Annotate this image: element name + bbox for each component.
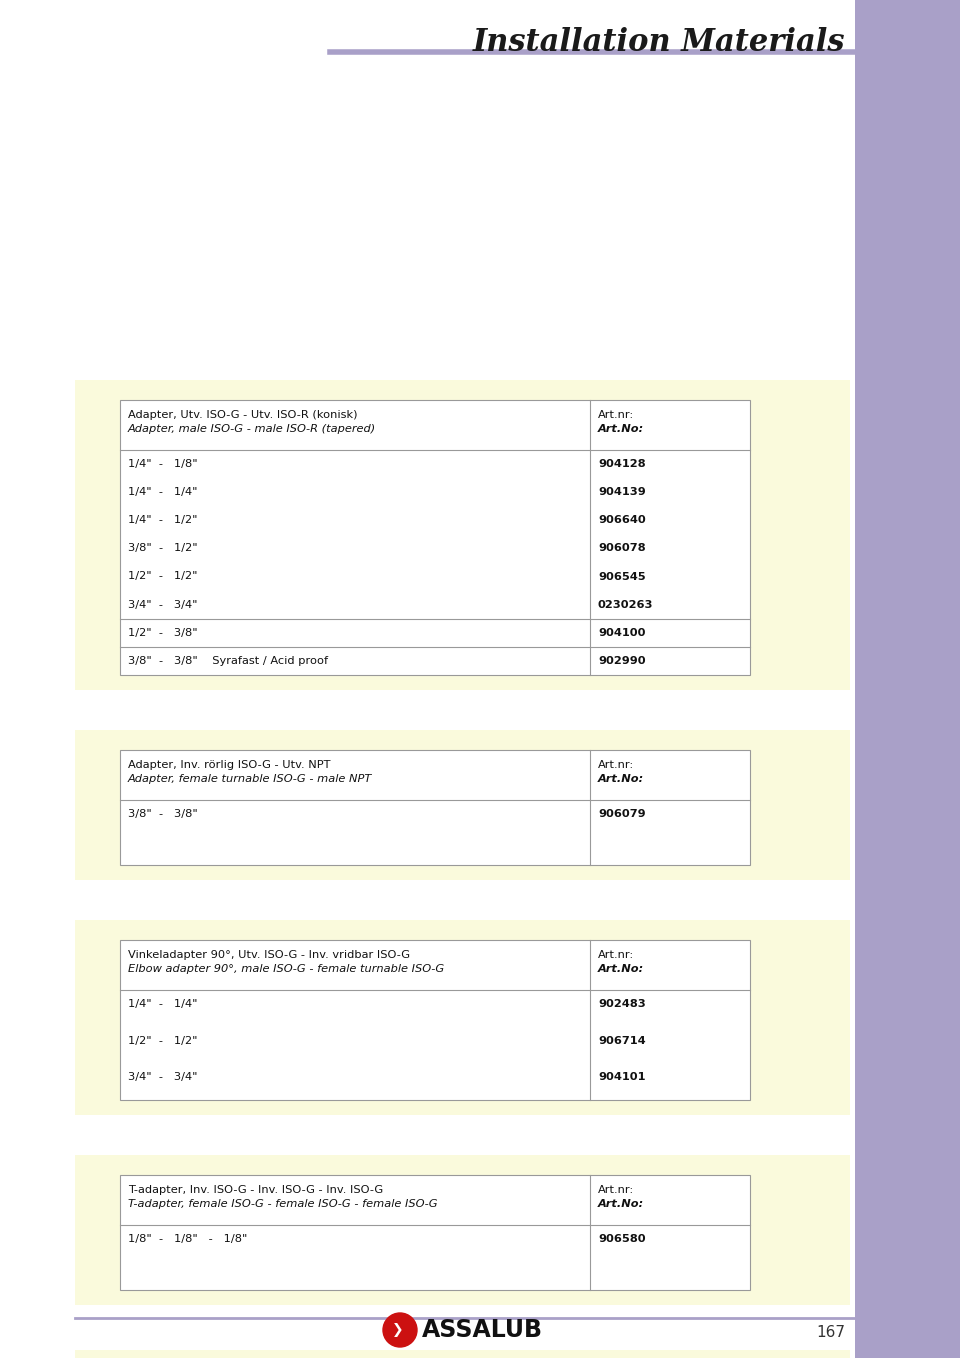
Text: Installation Materials: Installation Materials xyxy=(472,27,845,58)
Text: Art.No:: Art.No: xyxy=(598,1199,644,1209)
Text: 1/8"  -   1/8"   -   1/8": 1/8" - 1/8" - 1/8" xyxy=(128,1234,248,1244)
Text: 1/4"  -   1/4": 1/4" - 1/4" xyxy=(128,488,198,497)
Bar xyxy=(855,0,960,1358)
Text: Art.No:: Art.No: xyxy=(598,424,644,435)
Text: 1/4"  -   1/4": 1/4" - 1/4" xyxy=(128,999,198,1009)
Text: 904101: 904101 xyxy=(598,1073,645,1082)
Bar xyxy=(120,401,750,675)
Text: Adapter, male ISO-G - male ISO-R (tapered): Adapter, male ISO-G - male ISO-R (tapere… xyxy=(128,424,376,435)
Text: 904139: 904139 xyxy=(598,488,646,497)
Text: Art.No:: Art.No: xyxy=(598,964,644,974)
Text: 3/8"  -   1/2": 3/8" - 1/2" xyxy=(128,543,198,553)
Bar xyxy=(75,1350,850,1358)
Bar xyxy=(75,919,850,1115)
Text: 906079: 906079 xyxy=(598,809,646,819)
Bar xyxy=(75,1156,850,1305)
Text: 906714: 906714 xyxy=(598,1036,646,1046)
Bar xyxy=(75,731,850,880)
Text: 3/4"  -   3/4": 3/4" - 3/4" xyxy=(128,600,198,610)
Text: 1/2"  -   1/2": 1/2" - 1/2" xyxy=(128,572,198,581)
Text: 906545: 906545 xyxy=(598,572,646,581)
Text: Art.nr:: Art.nr: xyxy=(598,410,635,420)
Circle shape xyxy=(383,1313,417,1347)
Text: 906078: 906078 xyxy=(598,543,646,553)
Text: 1/2"  -   3/8": 1/2" - 3/8" xyxy=(128,627,198,638)
Text: Elbow adapter 90°, male ISO-G - female turnable ISO-G: Elbow adapter 90°, male ISO-G - female t… xyxy=(128,964,444,974)
Bar xyxy=(120,750,750,865)
Text: 3/8"  -   3/8": 3/8" - 3/8" xyxy=(128,809,198,819)
Text: Adapter, Inv. rörlig ISO-G - Utv. NPT: Adapter, Inv. rörlig ISO-G - Utv. NPT xyxy=(128,760,330,770)
Text: 0230263: 0230263 xyxy=(598,600,654,610)
Bar xyxy=(75,380,850,690)
Text: 167: 167 xyxy=(816,1325,845,1340)
Bar xyxy=(120,1175,750,1290)
Text: 1/2"  -   1/2": 1/2" - 1/2" xyxy=(128,1036,198,1046)
Text: ❯: ❯ xyxy=(393,1323,404,1338)
Text: 3/8"  -   3/8"    Syrafast / Acid proof: 3/8" - 3/8" Syrafast / Acid proof xyxy=(128,656,328,665)
Text: T-adapter, Inv. ISO-G - Inv. ISO-G - Inv. ISO-G: T-adapter, Inv. ISO-G - Inv. ISO-G - Inv… xyxy=(128,1186,383,1195)
Text: 902483: 902483 xyxy=(598,999,646,1009)
Text: 3/4"  -   3/4": 3/4" - 3/4" xyxy=(128,1073,198,1082)
Text: 1/4"  -   1/8": 1/4" - 1/8" xyxy=(128,459,198,469)
Bar xyxy=(120,940,750,1100)
Text: 906640: 906640 xyxy=(598,515,646,526)
Text: 904128: 904128 xyxy=(598,459,646,469)
Text: T-adapter, female ISO-G - female ISO-G - female ISO-G: T-adapter, female ISO-G - female ISO-G -… xyxy=(128,1199,438,1209)
Text: Art.No:: Art.No: xyxy=(598,774,644,784)
Text: 1/4"  -   1/2": 1/4" - 1/2" xyxy=(128,515,198,526)
Text: Adapter, Utv. ISO-G - Utv. ISO-R (konisk): Adapter, Utv. ISO-G - Utv. ISO-R (konisk… xyxy=(128,410,357,420)
Text: Art.nr:: Art.nr: xyxy=(598,760,635,770)
Text: Art.nr:: Art.nr: xyxy=(598,1186,635,1195)
Text: Art.nr:: Art.nr: xyxy=(598,951,635,960)
Text: ASSALUB: ASSALUB xyxy=(422,1319,543,1342)
Text: Adapter, female turnable ISO-G - male NPT: Adapter, female turnable ISO-G - male NP… xyxy=(128,774,372,784)
Text: 904100: 904100 xyxy=(598,627,645,638)
Text: Vinkeladapter 90°, Utv. ISO-G - Inv. vridbar ISO-G: Vinkeladapter 90°, Utv. ISO-G - Inv. vri… xyxy=(128,951,410,960)
Text: 902990: 902990 xyxy=(598,656,646,665)
Text: 906580: 906580 xyxy=(598,1234,646,1244)
